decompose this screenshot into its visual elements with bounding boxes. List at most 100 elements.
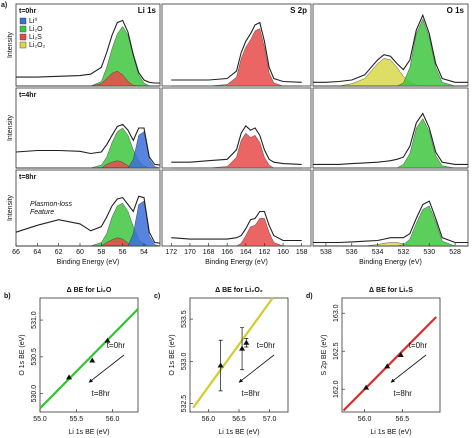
- column-title: Li 1s: [138, 6, 157, 15]
- legend-swatch: [19, 17, 27, 25]
- x-axis-title: Binding Energy (eV): [205, 259, 268, 266]
- panel-label: c): [154, 293, 160, 300]
- y-tick-label: 533.0: [181, 352, 188, 370]
- data-point: [239, 345, 246, 351]
- y-tick-label: 530.5: [31, 348, 38, 366]
- x-tick-label: 170: [184, 249, 196, 256]
- x-axis-title: Li 1s BE (eV): [370, 429, 411, 436]
- x-tick-label: 55.0: [33, 416, 47, 423]
- x-tick-label: 160: [277, 249, 289, 256]
- data-point: [89, 357, 96, 363]
- annotation: Feature: [30, 209, 54, 216]
- component-area: [171, 28, 302, 87]
- y-axis-title: O 1s BE (eV): [19, 334, 26, 375]
- annotation: Plasmon-loss: [30, 201, 73, 208]
- y-axis-title: O 1s BE (eV): [169, 334, 176, 375]
- x-tick-label: 532: [398, 249, 410, 256]
- component-area: [16, 70, 160, 87]
- fit-line: [313, 200, 468, 244]
- x-tick-label: 56.0: [202, 416, 216, 423]
- fit-line: [313, 112, 468, 165]
- x-tick-label: 56.5: [395, 416, 409, 423]
- y-axis-title: Intensity: [7, 114, 14, 141]
- x-tick-label: 54: [140, 249, 148, 256]
- x-axis-title: Li 1s BE (eV): [218, 429, 259, 436]
- column-title: O 1s: [447, 6, 465, 15]
- y-tick-label: 162.0: [333, 380, 340, 398]
- y-tick-label: 532.5: [181, 395, 188, 413]
- y-tick-label: 530.0: [31, 385, 38, 403]
- x-tick-label: 57.0: [263, 416, 277, 423]
- data-point: [217, 362, 224, 368]
- x-tick-label: 56.5: [232, 416, 246, 423]
- x-tick-label: 158: [296, 249, 308, 256]
- panel-label: b): [4, 293, 11, 300]
- panel-label: a): [1, 2, 7, 9]
- component-area: [171, 132, 302, 169]
- plot-frame: [341, 297, 441, 413]
- fit-line: [15, 195, 161, 244]
- x-tick-label: 162: [259, 249, 271, 256]
- row-label: t=8hr: [19, 174, 37, 181]
- y-axis-title: Intensity: [7, 194, 14, 221]
- chart-title: Δ BE for Li₂O: [67, 287, 112, 294]
- plot-frame: [312, 169, 469, 247]
- fit-line: [39, 308, 139, 410]
- x-tick-label: 56.0: [358, 416, 372, 423]
- y-axis-title: Intensity: [7, 31, 14, 58]
- annotation: t=0hr: [107, 341, 126, 350]
- legend-label: Li₂S: [29, 34, 42, 41]
- legend-swatch: [19, 41, 27, 49]
- legend-swatch: [19, 33, 27, 41]
- plot-frame: [312, 87, 469, 169]
- data-point: [363, 384, 370, 390]
- component-area: [313, 118, 468, 169]
- component-area: [313, 18, 468, 87]
- x-tick-label: 56: [119, 249, 127, 256]
- x-tick-label: 66: [12, 249, 20, 256]
- plot-frame: [161, 3, 312, 87]
- fit-line: [15, 123, 161, 166]
- annotation: t=8hr: [242, 389, 261, 398]
- y-axis-title: S 2p BE (eV): [321, 335, 328, 376]
- x-tick-label: 530: [423, 249, 435, 256]
- data-point: [384, 363, 391, 369]
- legend-label: Li₂O₂: [29, 42, 46, 49]
- fit-line: [171, 21, 302, 83]
- x-tick-label: 168: [203, 249, 215, 256]
- legend-swatch: [19, 25, 27, 33]
- panel-label: d): [306, 293, 313, 300]
- x-tick-label: 62: [55, 249, 63, 256]
- y-tick-label: 162.5: [333, 342, 340, 360]
- legend-label: Li₂O: [29, 26, 43, 33]
- component-area: [171, 218, 302, 247]
- plot-frame: [189, 297, 289, 413]
- x-tick-label: 534: [372, 249, 384, 256]
- annotation: t=0hr: [257, 341, 276, 350]
- annotation: t=0hr: [409, 341, 428, 350]
- fit-line: [342, 316, 437, 412]
- data-point: [104, 337, 111, 343]
- row-label: t=4hr: [19, 92, 37, 99]
- fit-line: [313, 13, 468, 83]
- row-label: t=0hr: [19, 8, 37, 15]
- annotation: t=8hr: [394, 389, 413, 398]
- x-tick-label: 56.0: [106, 416, 120, 423]
- y-tick-label: 533.5: [181, 310, 188, 328]
- arrow: [88, 354, 125, 383]
- x-tick-label: 528: [449, 249, 461, 256]
- x-tick-label: 164: [240, 249, 252, 256]
- x-tick-label: 64: [33, 249, 41, 256]
- annotation: t=8hr: [92, 389, 111, 398]
- fit-line: [171, 210, 302, 242]
- y-tick-label: 163.0: [333, 304, 340, 322]
- x-tick-label: 538: [320, 249, 332, 256]
- x-tick-label: 166: [221, 249, 233, 256]
- arrow: [238, 354, 275, 383]
- fit-line: [16, 19, 160, 84]
- x-tick-label: 58: [97, 249, 105, 256]
- x-axis-title: Binding Energy (eV): [57, 259, 120, 266]
- component-area: [16, 131, 161, 169]
- plot-frame: [161, 169, 312, 247]
